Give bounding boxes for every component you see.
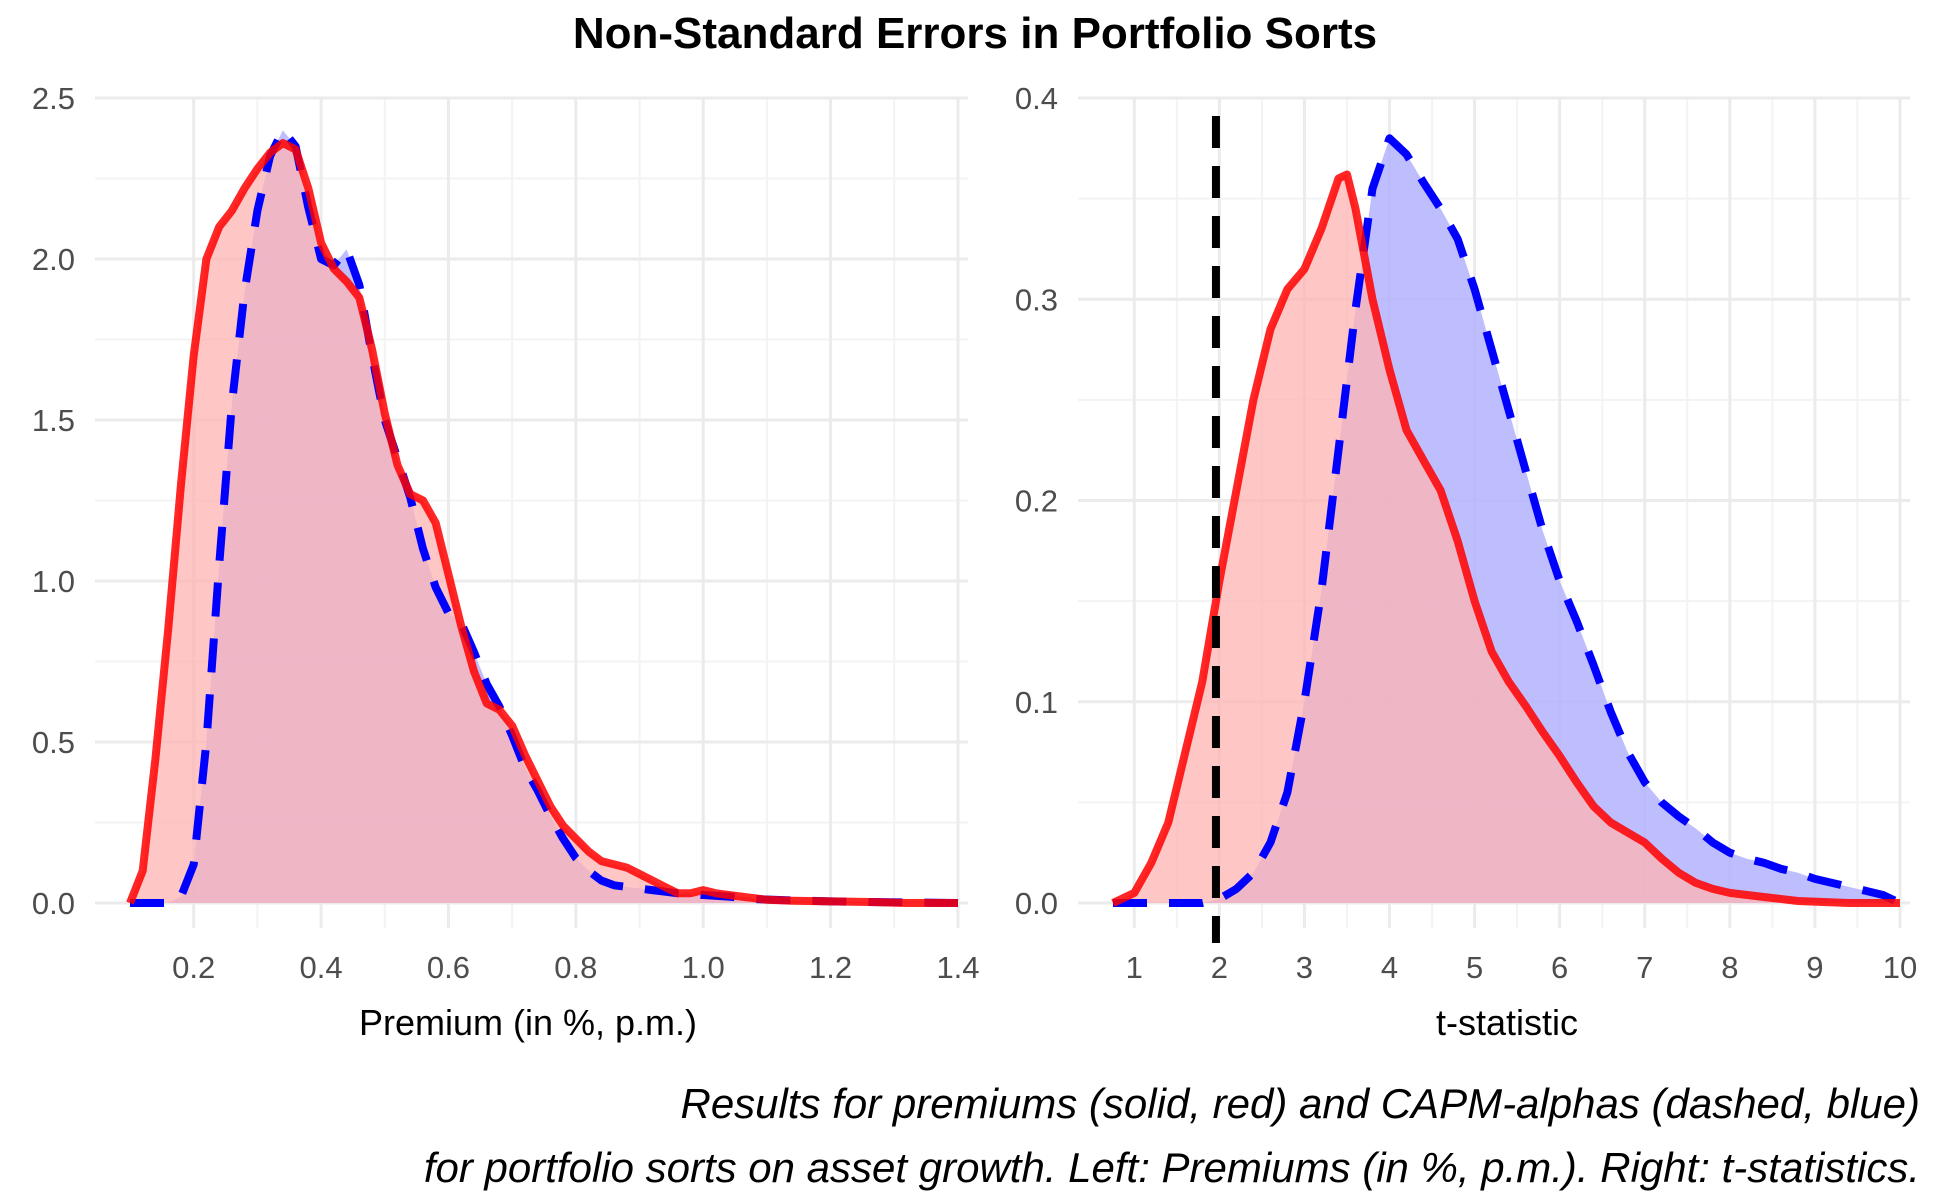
- panel-t-statistic: 1 2 3 4 5 6 7 8 9 10 0.0 0.1 0.2 0.3 0.4 t-statistic: [1015, 81, 1917, 1043]
- premium-density-area: [1113, 174, 1900, 903]
- x-tick-label: 1.4: [936, 950, 979, 985]
- x-tick-label: 9: [1806, 950, 1823, 985]
- chart-title: Non-Standard Errors in Portfolio Sorts: [573, 9, 1377, 58]
- premium-density-line: [126, 139, 958, 907]
- density-areas: [1111, 116, 1902, 943]
- tick-labels: 1 2 3 4 5 6 7 8 9 10 0.0 0.1 0.2 0.3 0.4: [1015, 81, 1917, 985]
- x-tick-label: 1: [1126, 950, 1143, 985]
- x-tick-label: 4: [1381, 950, 1398, 985]
- alpha-density-line: [1113, 134, 1902, 907]
- x-tick-label: 1.2: [809, 950, 852, 985]
- premium-density-area: [130, 143, 958, 904]
- caption-line-2: for portfolio sorts on asset growth. Lef…: [424, 1144, 1920, 1191]
- x-tick-label: 7: [1636, 950, 1653, 985]
- y-tick-label: 2.0: [32, 242, 75, 277]
- caption-line-1: Results for premiums (solid, red) and CA…: [680, 1080, 1920, 1127]
- y-tick-label: 1.5: [32, 403, 75, 438]
- x-tick-label: 0.8: [554, 950, 597, 985]
- x-tick-label: 8: [1721, 950, 1738, 985]
- x-tick-label: 1.0: [682, 950, 725, 985]
- x-tick-label: 5: [1466, 950, 1483, 985]
- y-tick-label: 0.4: [1015, 81, 1058, 116]
- y-tick-label: 0.5: [32, 725, 75, 760]
- x-tick-label: 0.4: [300, 950, 343, 985]
- y-tick-label: 0.2: [1015, 484, 1058, 519]
- x-tick-label: 2: [1211, 950, 1228, 985]
- y-tick-label: 0.0: [1015, 886, 1058, 921]
- y-tick-label: 0.3: [1015, 282, 1058, 317]
- x-axis-title: t-statistic: [1436, 1002, 1578, 1043]
- y-tick-label: 2.5: [32, 81, 75, 116]
- y-tick-label: 0.1: [1015, 685, 1058, 720]
- x-tick-label: 10: [1883, 950, 1917, 985]
- y-tick-label: 1.0: [32, 564, 75, 599]
- y-tick-label: 0.0: [32, 886, 75, 921]
- x-tick-label: 6: [1551, 950, 1568, 985]
- premium-density-line: [1111, 170, 1900, 907]
- tick-labels: 0.2 0.4 0.6 0.8 1.0 1.2 1.4 0.0 0.5 1.0 1.5 2.0 2.5: [32, 81, 980, 985]
- x-tick-label: 3: [1296, 950, 1313, 985]
- x-tick-label: 0.2: [172, 950, 215, 985]
- panel-premium: 0.2 0.4 0.6 0.8 1.0 1.2 1.40.00.51.01.52.02.5 …: [32, 81, 980, 1043]
- x-tick-label: 0.6: [427, 950, 470, 985]
- density-areas: [126, 126, 959, 907]
- x-axis-title: Premium (in %, p.m.): [359, 1002, 697, 1043]
